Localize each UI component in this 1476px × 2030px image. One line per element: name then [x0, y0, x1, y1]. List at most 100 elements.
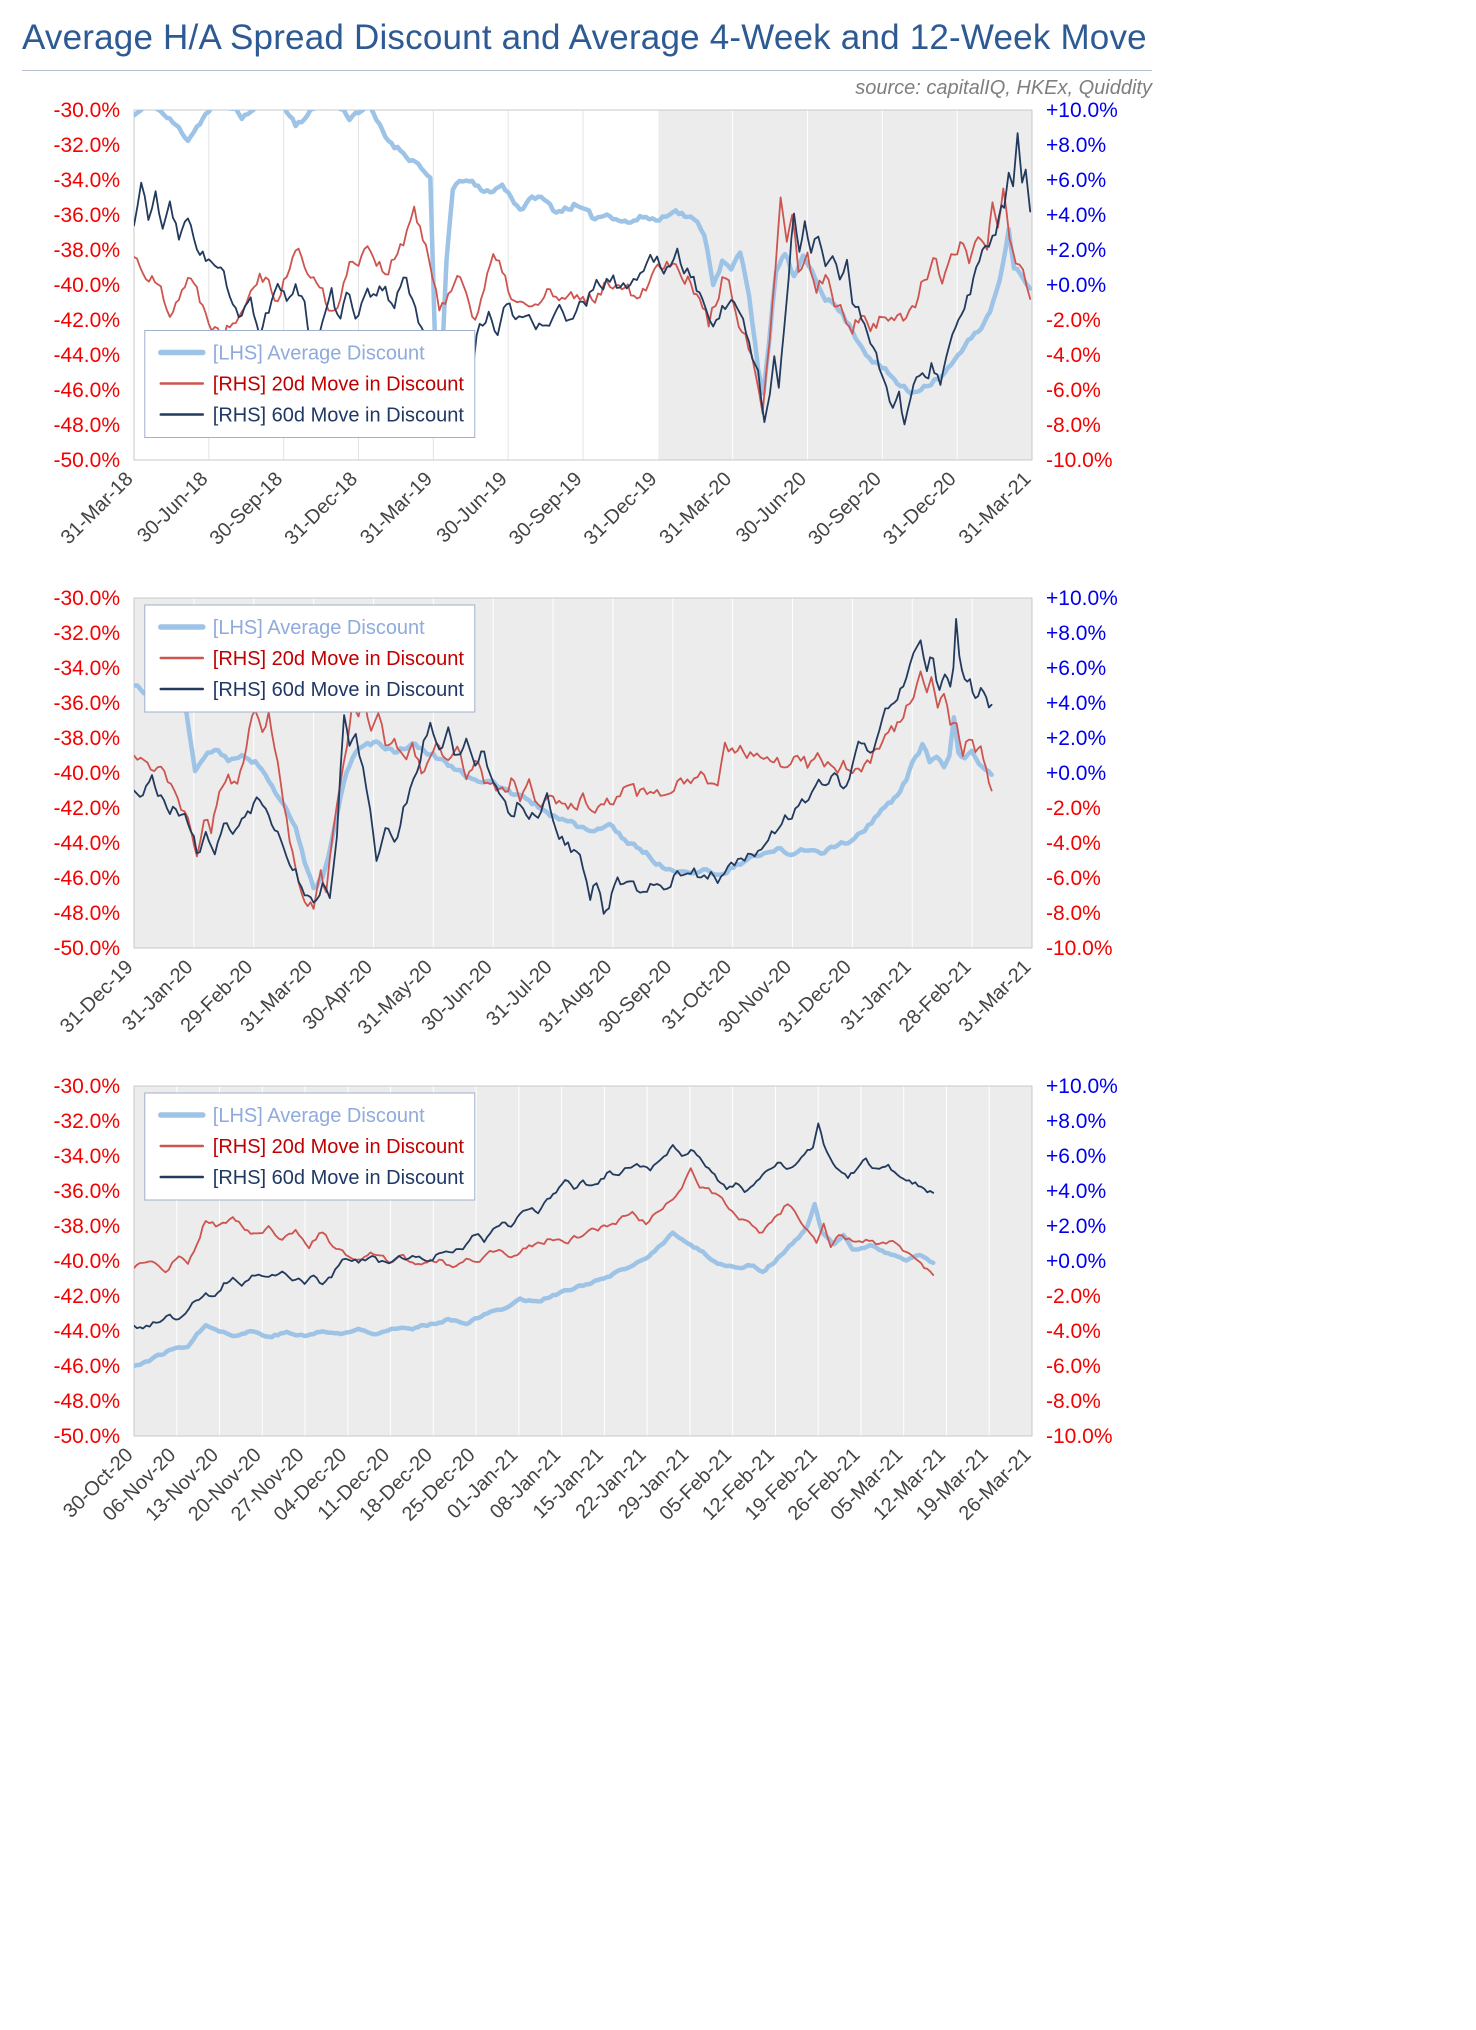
right-axis-tick-label: -4.0% [1046, 344, 1101, 367]
left-axis-tick-label: -48.0% [53, 414, 120, 437]
chart-panel-15-month: -30.0% -32.0% -34.0% -36.0% -38.0% -40.0% -42.… [22, 587, 1152, 1068]
left-axis-tick-label: -46.0% [53, 1355, 120, 1378]
right-axis-tick-label: +0.0% [1046, 1250, 1106, 1273]
right-axis-tick-label: +10.0% [1046, 590, 1118, 610]
x-axis-tick-label: 30-Sep-20 [804, 468, 886, 550]
chart-svg: -30.0% -32.0% -34.0% -36.0% -38.0% -40.0% -42.… [53, 1075, 1118, 1526]
right-axis-tick-label: -2.0% [1046, 309, 1101, 332]
left-axis-tick-label: -46.0% [53, 379, 120, 402]
right-axis-tick-label: +8.0% [1046, 622, 1106, 645]
legend-label-move_60d: [RHS] 60d Move in Discount [213, 405, 465, 427]
x-axis-tick-label: 31-Mar-21 [955, 468, 1036, 549]
left-axis-tick-label: -40.0% [53, 274, 120, 297]
legend: [LHS] Average Discount [RHS] 20d Move in … [144, 604, 476, 713]
left-axis-tick-label: -38.0% [53, 239, 120, 262]
x-axis-tick-label: 31-Dec-18 [280, 468, 362, 550]
left-axis-tick-label: -32.0% [53, 134, 120, 157]
left-axis-tick-label: -36.0% [53, 692, 120, 715]
left-axis-tick-label: -50.0% [53, 1425, 120, 1448]
left-axis-tick-label: -50.0% [53, 937, 120, 960]
legend-label-move_60d: [RHS] 60d Move in Discount [213, 679, 465, 701]
legend-label-avg_discount: [LHS] Average Discount [213, 1105, 425, 1127]
legend: [LHS] Average Discount [RHS] 20d Move in … [144, 1092, 476, 1201]
right-axis-tick-label: -10.0% [1046, 449, 1113, 472]
right-axis-tick-label: +8.0% [1046, 1110, 1106, 1133]
right-axis-tick-label: -10.0% [1046, 937, 1113, 960]
series-line-avg_discount [134, 110, 1032, 396]
left-axis-tick-label: -42.0% [53, 1285, 120, 1308]
x-axis-tick-label: 30-Jun-18 [133, 468, 212, 547]
left-axis-tick-label: -38.0% [53, 1215, 120, 1238]
right-axis-tick-label: -6.0% [1046, 1355, 1101, 1378]
x-axis-tick-label: 30-Jun-20 [732, 468, 811, 547]
x-axis-tick-label: 31-Mar-20 [655, 468, 736, 549]
left-axis-tick-label: -40.0% [53, 1250, 120, 1273]
right-axis-tick-label: -8.0% [1046, 414, 1101, 437]
right-axis-tick-label: -4.0% [1046, 1320, 1101, 1343]
left-axis-tick-label: -44.0% [53, 832, 120, 855]
right-axis-tick-label: +4.0% [1046, 1180, 1106, 1203]
left-axis-tick-label: -40.0% [53, 762, 120, 785]
page-title: Average H/A Spread Discount and Average … [22, 18, 1147, 57]
plot-border [133, 109, 1033, 461]
x-axis-tick-label: 31-Dec-20 [879, 468, 961, 550]
x-axis-tick-label: 30-Sep-18 [206, 468, 288, 550]
series-line-move_60d [134, 132, 1032, 427]
right-axis-tick-label: -6.0% [1046, 379, 1101, 402]
left-axis-tick-label: -32.0% [53, 622, 120, 645]
right-axis-tick-label: +10.0% [1046, 102, 1118, 122]
right-axis-tick-label: +8.0% [1046, 134, 1106, 157]
right-axis-tick-label: +6.0% [1046, 169, 1106, 192]
right-axis-tick-label: -8.0% [1046, 902, 1101, 925]
chart-svg: -30.0% -32.0% -34.0% -36.0% -38.0% -40.0% -42.… [53, 587, 1118, 1039]
left-axis-tick-label: -48.0% [53, 1390, 120, 1413]
series-line-move_60d [134, 618, 993, 915]
right-axis-tick-label: -10.0% [1046, 1425, 1113, 1448]
right-axis-tick-label: +2.0% [1046, 239, 1106, 262]
source-note: source: capitalIQ, HKEx, Quiddity [855, 77, 1152, 99]
right-axis-tick-label: +0.0% [1046, 762, 1106, 785]
shaded-region [657, 110, 1032, 460]
left-axis-tick-label: -48.0% [53, 902, 120, 925]
right-axis-tick-label: +0.0% [1046, 274, 1106, 297]
legend: [LHS] Average Discount [RHS] 20d Move in … [144, 330, 476, 438]
right-axis-tick-label: +10.0% [1046, 1078, 1118, 1098]
right-axis-tick-label: -2.0% [1046, 1285, 1101, 1308]
left-axis-tick-label: -30.0% [53, 590, 120, 610]
legend-label-move_20d: [RHS] 20d Move in Discount [213, 374, 465, 396]
right-axis-tick-label: +6.0% [1046, 657, 1106, 680]
series-group [134, 110, 1032, 427]
series-group [134, 618, 994, 915]
x-axis-tick-label: 31-Mar-19 [356, 468, 437, 549]
series-line-avg_discount [134, 1201, 936, 1369]
series-line-move_20d [134, 1167, 935, 1276]
left-axis-tick-label: -46.0% [53, 867, 120, 890]
series-line-move_60d [134, 1122, 935, 1330]
legend-label-avg_discount: [LHS] Average Discount [213, 343, 425, 365]
charts-column: -30.0% -32.0% -34.0% -36.0% -38.0% -40.0% -42.… [22, 99, 1152, 1556]
left-axis-tick-label: -36.0% [53, 204, 120, 227]
plot-border [133, 597, 1033, 949]
left-axis-tick-label: -44.0% [53, 344, 120, 367]
left-axis-tick-label: -38.0% [53, 727, 120, 750]
left-axis-tick-label: -30.0% [53, 1078, 120, 1098]
left-axis-tick-label: -32.0% [53, 1110, 120, 1133]
left-axis-tick-label: -42.0% [53, 797, 120, 820]
legend-label-move_20d: [RHS] 20d Move in Discount [213, 1136, 465, 1158]
title-divider [22, 70, 1152, 71]
left-axis-tick-label: -36.0% [53, 1180, 120, 1203]
chart-panel-3-year: -30.0% -32.0% -34.0% -36.0% -38.0% -40.0% -42.… [22, 99, 1152, 580]
legend-label-avg_discount: [LHS] Average Discount [213, 617, 425, 639]
right-axis-tick-label: +4.0% [1046, 204, 1106, 227]
x-axis-tick-label: 30-Jun-19 [432, 468, 511, 547]
left-axis-tick-label: -30.0% [53, 102, 120, 122]
left-axis-tick-label: -50.0% [53, 449, 120, 472]
x-axis-tick-label: 30-Sep-19 [505, 468, 587, 550]
legend-label-move_60d: [RHS] 60d Move in Discount [213, 1167, 465, 1189]
left-axis-tick-label: -42.0% [53, 309, 120, 332]
right-axis-tick-label: +2.0% [1046, 1215, 1106, 1238]
legend-label-move_20d: [RHS] 20d Move in Discount [213, 648, 465, 670]
left-axis-tick-label: -34.0% [53, 169, 120, 192]
right-axis-tick-label: +2.0% [1046, 727, 1106, 750]
left-axis-tick-label: -34.0% [53, 1145, 120, 1168]
